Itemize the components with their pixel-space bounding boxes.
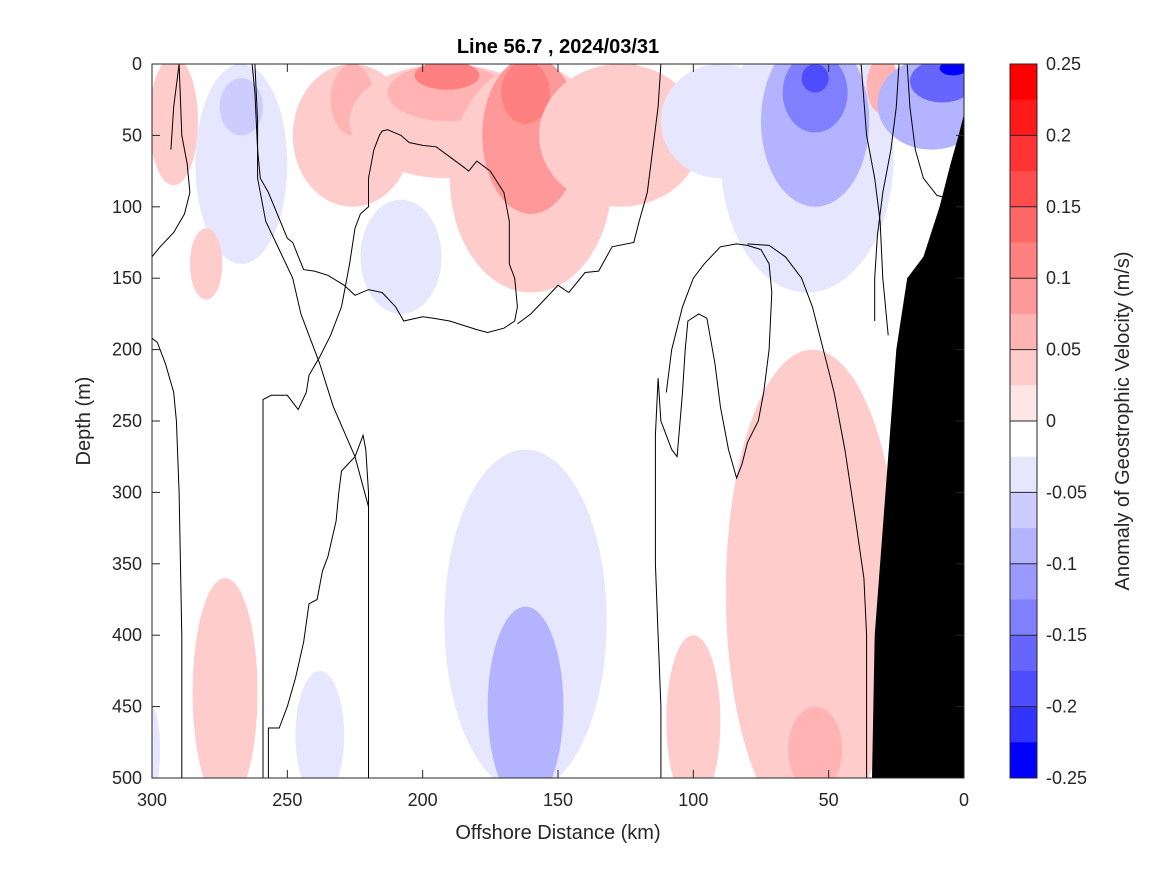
colorbar-tick-label: 0.2	[1046, 125, 1071, 145]
y-tick-label: 50	[122, 125, 142, 145]
colorbar-tick-label: 0.05	[1046, 340, 1081, 360]
zero-contour-5	[251, 64, 518, 778]
anomaly-patch-19	[801, 64, 829, 93]
chart-title: Line 56.7 , 2024/03/31	[457, 36, 659, 58]
x-axis-label: Offshore Distance (km)	[455, 822, 660, 844]
y-axis-label: Depth (m)	[73, 377, 95, 466]
anomaly-patch-11	[501, 64, 550, 124]
anomaly-field	[152, 64, 964, 778]
colorbar-segment-16	[1010, 635, 1037, 672]
x-tick-label: 50	[819, 790, 839, 810]
colorbar-tick-label: 0.25	[1046, 54, 1081, 74]
anomaly-patch-8	[414, 64, 480, 90]
colorbar	[1010, 64, 1037, 779]
colorbar-segment-2	[1010, 135, 1037, 172]
colorbar-segment-12	[1010, 492, 1037, 529]
seafloor-mask	[872, 114, 964, 778]
colorbar-segment-8	[1010, 349, 1037, 386]
colorbar-segment-3	[1010, 171, 1037, 208]
x-axis-ticks: 300 250 200 150 100 50 0	[137, 64, 969, 810]
anomaly-patch-18	[782, 64, 848, 133]
anomaly-patch-25	[487, 606, 564, 778]
colorbar-segment-11	[1010, 456, 1037, 493]
zero-contour-11	[906, 64, 948, 199]
zero-contours	[152, 64, 948, 778]
colorbar-segment-17	[1010, 670, 1037, 708]
colorbar-segment-15	[1010, 599, 1037, 636]
zero-contour-2	[152, 337, 183, 778]
y-tick-label: 100	[112, 197, 142, 217]
y-tick-label: 350	[112, 554, 142, 574]
anomaly-patch-2	[219, 78, 263, 136]
y-axis-ticks: 0 50 100 150 200 250 300 350 400 450 500	[112, 54, 964, 788]
colorbar-label: Anomaly of Geostrophic Velocity (m/s)	[1112, 251, 1134, 590]
anomaly-patch-0	[152, 64, 199, 186]
zero-contour-8	[517, 64, 662, 325]
bathymetry	[872, 114, 964, 778]
colorbar-segment-4	[1010, 206, 1037, 243]
colorbar-tick-label: -0.15	[1046, 625, 1087, 645]
colorbar-tick-label: -0.2	[1046, 697, 1077, 717]
colorbar-segment-10	[1010, 421, 1037, 458]
colorbar-segment-18	[1010, 706, 1037, 743]
colorbar-tick-label: 0	[1046, 411, 1056, 431]
zero-contour-4	[254, 64, 369, 507]
colorbar-segment-5	[1010, 242, 1037, 279]
colorbar-segment-0	[1010, 64, 1037, 101]
zero-contour-9	[747, 243, 868, 778]
colorbar-segment-19	[1010, 742, 1037, 779]
colorbar-segment-1	[1010, 99, 1037, 136]
anomaly-patch-30	[666, 635, 721, 778]
colorbar-tick-label: -0.25	[1046, 768, 1087, 788]
zero-contour-3	[170, 64, 180, 150]
y-tick-label: 150	[112, 268, 142, 288]
x-tick-label: 150	[543, 790, 573, 810]
y-tick-label: 300	[112, 482, 142, 502]
colorbar-tick-label: 0.15	[1046, 197, 1081, 217]
colorbar-segment-6	[1010, 278, 1037, 315]
anomaly-patch-27	[192, 578, 258, 778]
y-tick-label: 0	[132, 54, 142, 74]
anomaly-patch-3	[189, 228, 223, 300]
anomaly-patch-13	[539, 64, 702, 207]
colorbar-segment-14	[1010, 563, 1037, 600]
colorbar-tick-label: -0.05	[1046, 482, 1087, 502]
anomaly-patch-28	[725, 349, 900, 778]
zero-contour-6	[267, 433, 369, 778]
anomaly-patch-23	[939, 64, 964, 76]
x-tick-label: 300	[137, 790, 167, 810]
anomaly-patch-31	[152, 706, 161, 778]
anomaly-patch-29	[788, 706, 843, 778]
zero-contour-0	[152, 64, 191, 258]
x-tick-label: 0	[959, 790, 969, 810]
x-tick-label: 100	[678, 790, 708, 810]
anomaly-patch-14	[360, 199, 442, 314]
x-tick-label: 250	[272, 790, 302, 810]
anomaly-patch-26	[295, 670, 345, 778]
colorbar-tick-label: 0.1	[1046, 268, 1071, 288]
colorbar-segment-13	[1010, 528, 1037, 565]
zero-contour-10	[874, 64, 900, 321]
y-tick-label: 200	[112, 340, 142, 360]
colorbar-ticks: 0.25 0.2 0.15 0.1 0.05 0 -0.05 -0.1 -0.15 -0.2 -0.…	[1010, 54, 1087, 788]
y-tick-label: 500	[112, 768, 142, 788]
y-tick-label: 400	[112, 625, 142, 645]
zero-contour-12	[860, 64, 889, 336]
y-tick-label: 250	[112, 411, 142, 431]
y-tick-label: 450	[112, 697, 142, 717]
colorbar-segment-9	[1010, 385, 1037, 422]
zero-contour-7	[654, 243, 773, 778]
x-tick-label: 200	[408, 790, 438, 810]
colorbar-tick-label: -0.1	[1046, 554, 1077, 574]
colorbar-segment-7	[1010, 313, 1037, 351]
